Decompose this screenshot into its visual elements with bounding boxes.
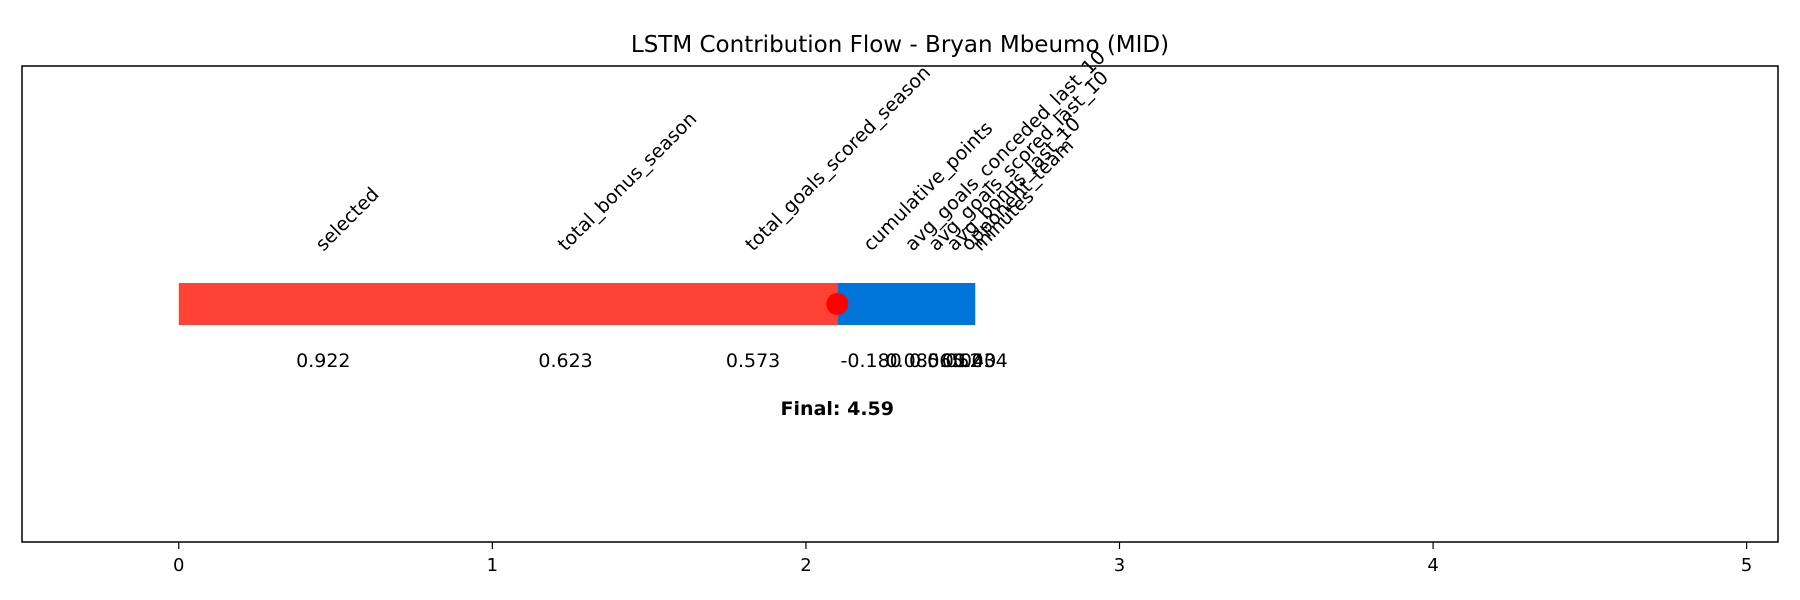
final-value-marker	[826, 293, 849, 315]
value-label-avg-goals-scored-last-10: 0.065	[909, 350, 963, 372]
value-label-minutes: 0.034	[953, 350, 1007, 372]
plot-frame	[21, 65, 1779, 543]
x-tick-label: 2	[800, 555, 811, 576]
negative-contribution-bar	[837, 283, 976, 325]
bars-layer	[178, 283, 976, 325]
x-tick-label: 3	[1114, 555, 1125, 576]
final-value-label: Final: 4.59	[781, 398, 894, 420]
x-tick-label: 0	[173, 555, 184, 576]
value-labels-layer: 0.922 0.623 0.573 -0.1800.0850.0650.0520.04…	[296, 350, 1008, 372]
value-label-opponent-team: 0.040	[942, 350, 996, 372]
x-tick-label: 1	[487, 555, 498, 576]
value-label-total-bonus-season: 0.623	[538, 350, 592, 372]
value-label-total-goals-scored-season: 0.573	[726, 350, 780, 372]
x-axis: 0 1 2 3 4 5	[173, 542, 1752, 576]
chart-title: LSTM Contribution Flow - Bryan Mbeumo (M…	[631, 32, 1169, 58]
value-label-avg-bonus-last-10: 0.052	[927, 350, 981, 372]
x-tick-label: 4	[1427, 555, 1438, 576]
x-tick-label: 5	[1741, 555, 1752, 576]
value-label-cumulative-points: -0.180	[841, 350, 902, 372]
value-label-selected: 0.922	[296, 350, 350, 372]
value-label-avg-goals-conceded-last-10: 0.085	[885, 350, 939, 372]
positive-contribution-bar	[178, 283, 838, 325]
